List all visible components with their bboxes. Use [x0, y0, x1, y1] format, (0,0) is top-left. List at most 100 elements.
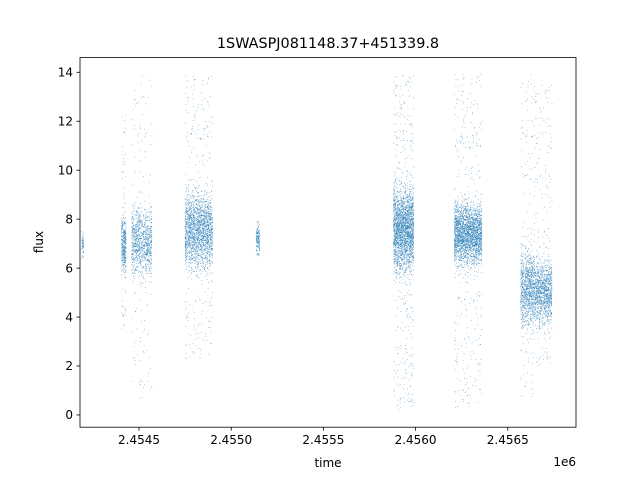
data-point [205, 250, 206, 252]
data-point [194, 195, 196, 197]
data-point [196, 265, 198, 267]
data-point [398, 247, 400, 248]
data-point [191, 267, 193, 269]
data-point [136, 223, 138, 225]
data-point [191, 269, 193, 271]
data-point [201, 314, 203, 316]
data-point [395, 281, 397, 283]
data-point [133, 244, 135, 246]
data-point [406, 231, 408, 233]
data-point [190, 244, 192, 246]
data-point [209, 203, 211, 204]
data-point [133, 357, 135, 359]
data-point [186, 234, 188, 236]
data-point [200, 232, 202, 234]
data-point [131, 265, 133, 266]
data-point [206, 207, 208, 209]
data-point [412, 354, 414, 355]
data-point [407, 204, 409, 206]
data-point [124, 195, 125, 196]
data-point [185, 233, 187, 235]
data-point [135, 268, 137, 269]
data-point [201, 271, 203, 273]
data-point [404, 244, 405, 245]
data-point [185, 352, 187, 354]
data-point [196, 264, 198, 265]
data-point [139, 271, 140, 272]
data-point [131, 237, 133, 239]
data-point [200, 245, 202, 247]
data-point [409, 271, 410, 273]
data-point [393, 361, 395, 362]
data-point [204, 245, 206, 247]
data-point [135, 251, 137, 253]
data-point [139, 126, 141, 127]
data-point [191, 251, 193, 253]
data-point [195, 189, 197, 190]
data-point [206, 278, 208, 280]
data-point [121, 243, 123, 245]
data-point [393, 196, 395, 198]
data-point [194, 249, 195, 251]
data-point [147, 259, 149, 260]
data-point [205, 241, 207, 243]
data-point [393, 254, 395, 256]
data-point [208, 239, 210, 241]
data-point [135, 243, 137, 244]
data-point [133, 209, 134, 211]
data-point [406, 267, 407, 269]
data-point [396, 94, 397, 96]
data-point [206, 211, 208, 213]
data-point [193, 240, 195, 242]
data-point [135, 230, 137, 232]
data-point [121, 328, 123, 330]
data-point [192, 223, 194, 225]
data-point [405, 269, 407, 271]
data-point [122, 238, 124, 240]
data-point [198, 253, 199, 255]
data-point [138, 263, 140, 264]
data-point [150, 253, 152, 255]
data-point [401, 183, 402, 184]
data-point [199, 227, 201, 228]
data-point [132, 218, 134, 220]
data-point [202, 238, 204, 240]
data-point [185, 260, 186, 261]
data-point [192, 241, 194, 243]
data-point [132, 380, 134, 382]
data-point [198, 348, 199, 350]
data-point [257, 253, 259, 255]
data-point [185, 236, 187, 238]
data-point [208, 226, 210, 228]
data-point [202, 205, 203, 207]
data-point [142, 386, 144, 388]
data-point [407, 206, 409, 207]
data-point [138, 265, 139, 267]
data-point [197, 324, 199, 326]
data-point [410, 245, 412, 247]
data-point [140, 219, 141, 221]
data-point [411, 247, 412, 249]
data-point [409, 173, 411, 175]
data-point [142, 243, 144, 244]
data-point [82, 238, 84, 240]
data-point [397, 228, 399, 230]
data-point [123, 262, 125, 263]
data-point [208, 216, 210, 218]
data-point [199, 232, 200, 233]
data-point [145, 268, 147, 270]
data-point [136, 253, 138, 255]
data-point [398, 256, 399, 258]
data-point [195, 246, 197, 248]
data-point [191, 205, 192, 207]
data-point [186, 97, 188, 99]
data-point [194, 216, 195, 218]
data-point [394, 106, 396, 108]
data-point [209, 222, 210, 224]
data-point [196, 229, 197, 231]
data-point [135, 241, 137, 242]
data-point [137, 251, 138, 253]
data-point [149, 243, 151, 244]
data-point [257, 231, 258, 233]
data-point [201, 239, 202, 241]
